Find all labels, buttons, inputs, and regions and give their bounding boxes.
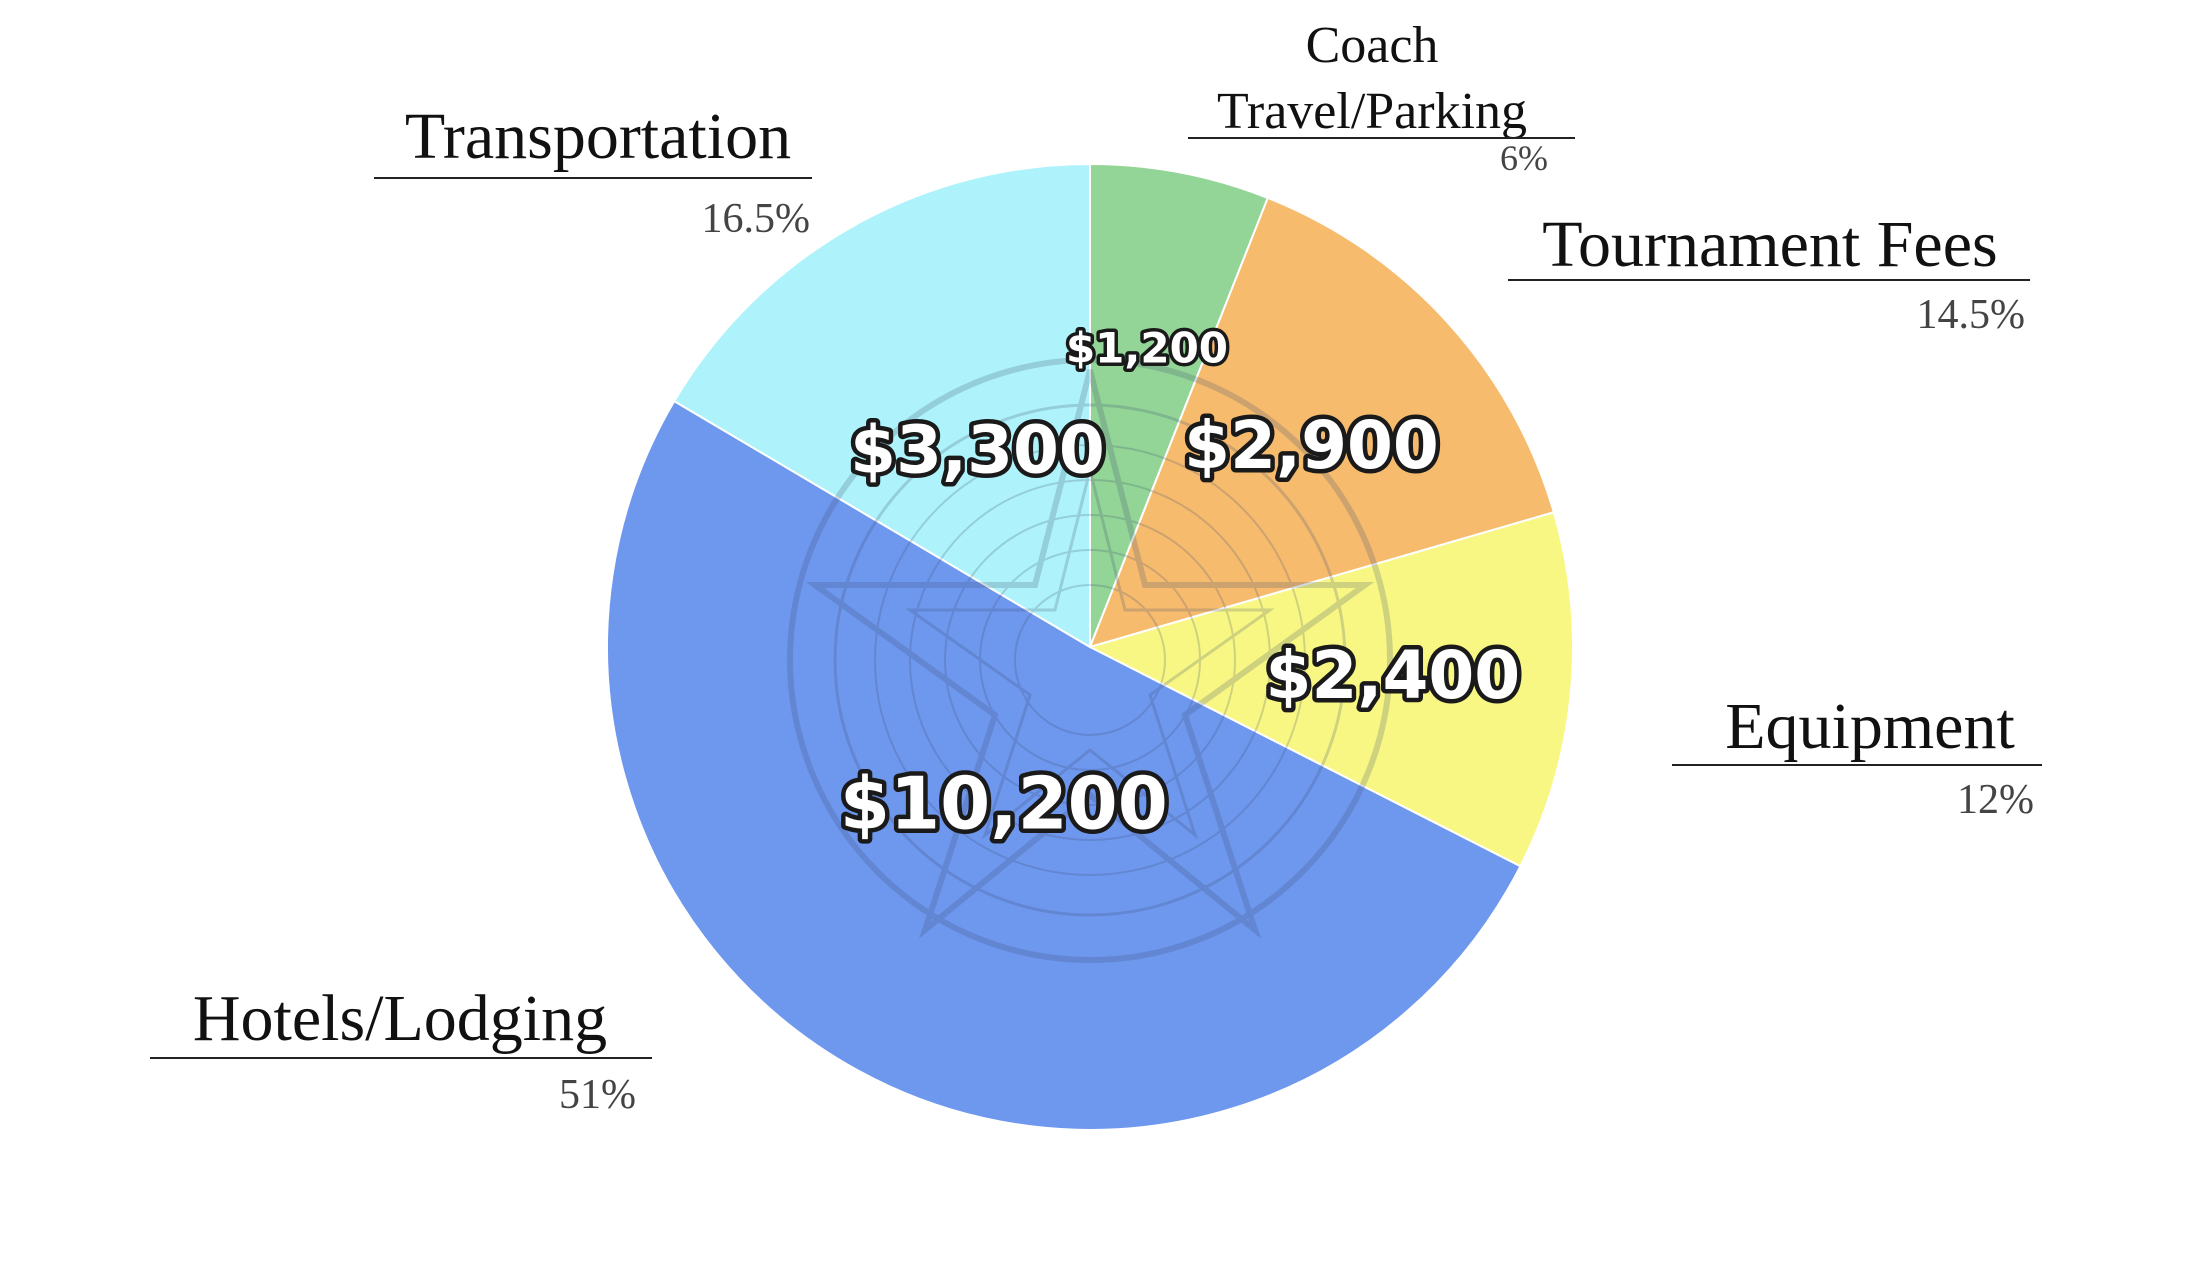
category-name-hotels-lodging-line-1: Hotels/Lodging [193,982,607,1055]
category-label-equipment: Equipment 12% [1672,690,2042,823]
value-labels: $1,200 $2,900 $2,400 $10,200 $3,300 [835,320,1524,850]
category-name-coach-travel-parking-line-1: Coach [1306,17,1439,74]
slice-hotels-lodging [606,399,1522,1131]
slice-equipment [1087,511,1574,868]
category-name-equipment-line-1: Equipment [1725,690,2015,763]
slice-tournament-fees [1088,196,1556,649]
value-label-tournament-fees: $2,900 [1184,407,1439,484]
category-name-tournament-fees-line-1: Tournament Fees [1542,208,1997,281]
percent-label-equipment: 12% [1957,777,2034,823]
percent-label-tournament-fees: 14.5% [1917,292,2026,338]
value-label-hotels-lodging: $10,200 [840,762,1168,846]
category-name-transportation-line-1: Transportation [405,100,791,173]
category-label-hotels-lodging: Hotels/Lodging 51% [150,982,652,1118]
percent-label-coach-travel-parking: 6% [1500,138,1548,178]
value-label-equipment: $2,400 [1266,637,1521,714]
slice-transportation [672,162,1091,649]
slice-coach-travel-parking [1089,162,1270,648]
percent-label-transportation: 16.5% [702,196,811,242]
disc-logo-watermark [787,357,1393,963]
category-label-tournament-fees: Tournament Fees 14.5% [1508,208,2030,338]
pie-slices [606,162,1574,1131]
percent-label-hotels-lodging: 51% [559,1072,636,1118]
value-label-coach-travel-parking: $1,200 [1066,324,1228,373]
value-label-transportation: $3,300 [850,411,1105,488]
category-name-coach-travel-parking-line-2: Travel/Parking [1217,83,1527,140]
category-label-transportation: Transportation 16.5% [374,100,812,242]
